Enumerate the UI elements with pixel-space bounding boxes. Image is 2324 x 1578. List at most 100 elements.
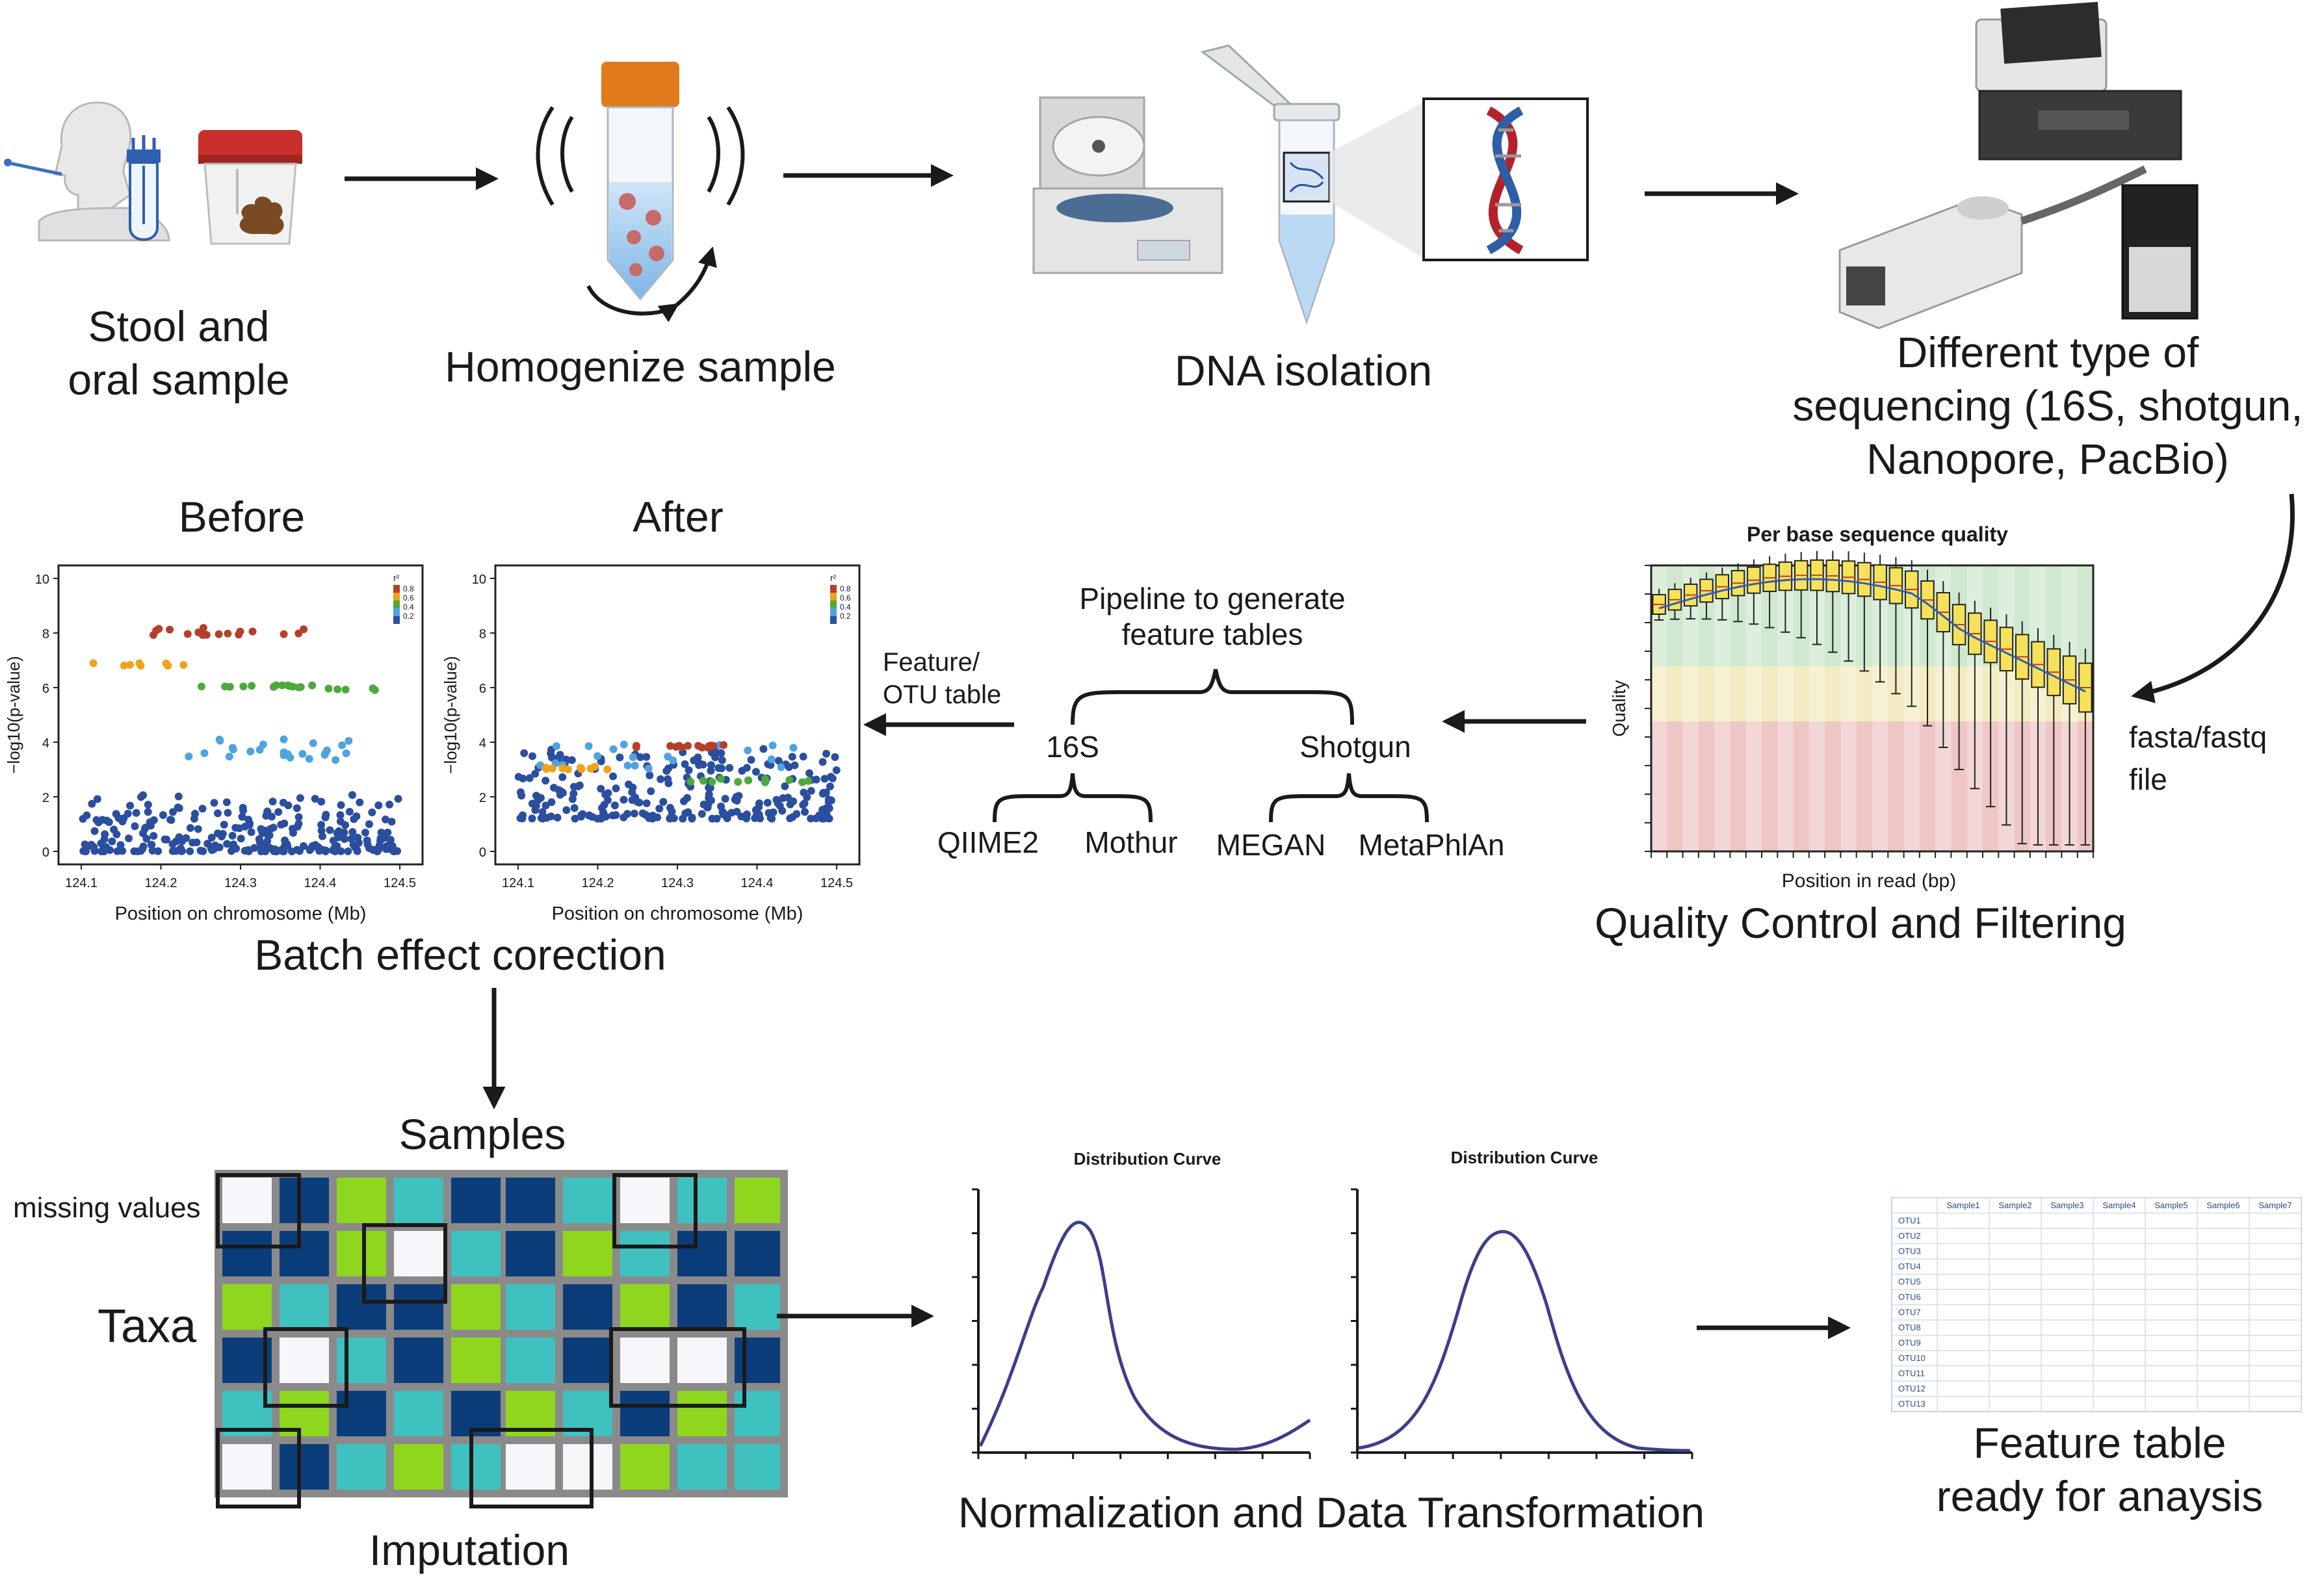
snp-point [255,745,264,754]
manhattan-plot-before: 0 2 4 6 8 10 124.1 124.2 124.3 124.4 124.5 Position… [4,564,424,924]
dna-helix-icon [1422,97,1589,261]
data-cell [735,1391,780,1436]
x-tick-label: 124.5 [384,876,416,890]
x-axis-label: Position on chromosome (Mb) [552,903,803,924]
snp-point [108,837,116,846]
missing-value-cell [620,1338,670,1383]
snp-point [812,775,820,784]
data-cell [735,1338,780,1383]
snp-point [620,795,628,804]
legend-swatch [393,585,400,593]
snp-point [716,775,725,783]
snp-point [556,751,564,759]
snp-point [341,686,350,694]
snp-point [616,753,624,762]
snp-point [798,778,807,786]
snp-point [668,807,676,816]
x-tick-label: 124.2 [144,876,177,890]
y-tick-label: 6 [479,682,486,696]
snp-point [555,786,563,794]
y-tick-label: 6 [42,682,49,696]
snp-point [577,811,586,820]
snp-point [236,627,244,636]
table-column-header: Sample4 [2102,1200,2135,1210]
snp-point [385,800,394,808]
snp-point [382,815,390,823]
snp-point [681,760,689,768]
snp-point [347,834,356,843]
snp-point [348,791,356,799]
legend-swatch [393,616,400,624]
snp-point [531,770,540,778]
snp-point [332,756,340,764]
snp-point [394,795,402,803]
x-tick-label: 124.1 [65,876,98,890]
snp-point [159,811,167,820]
snp-point [168,847,177,855]
snp-point [705,790,713,799]
snp-point [182,834,190,842]
table-row-header: OTU13 [1898,1399,1926,1409]
snp-point [568,795,577,803]
legend-tick: 0.4 [840,602,851,612]
table-row-header: OTU6 [1898,1292,1921,1302]
snp-point [789,744,798,752]
snp-point [258,829,267,837]
snp-point [831,753,839,761]
snp-point [744,746,752,755]
snp-point [168,840,177,848]
snp-point [564,765,572,773]
curve2-title: Distribution Curve [1451,1148,1599,1167]
table-row-header: OTU1 [1898,1216,1921,1226]
missing-value-highlight [362,1223,447,1304]
data-cell [735,1178,780,1223]
snp-point [552,742,560,751]
data-cell [280,1284,329,1330]
skewed-distribution-curve [978,1221,1311,1451]
snp-point [538,808,547,816]
snp-point [225,753,233,761]
table-column-header: Sample1 [1946,1200,1979,1210]
snp-point [137,793,146,801]
pipeline-title-2: feature tables [1122,617,1303,651]
snp-point [149,631,157,640]
snp-point [642,753,651,761]
nanopore-icon [1838,165,2199,330]
snp-point [294,813,303,821]
snp-point [144,801,152,809]
snp-point [707,766,715,775]
y-tick-label: 10 [35,573,49,587]
snp-point [224,629,232,638]
snp-point [662,767,671,775]
qc-quality-chart [1645,550,2095,858]
snp-point [768,742,777,750]
x-tick-label: 124.4 [740,876,773,890]
snp-point [100,835,109,844]
snp-point [345,737,353,745]
feature-table-preview: Sample1 Sample2 Sample3 Sample4 Sample5 Sampl… [1891,1197,2302,1412]
y-axis-label: −log10(p-value) [441,656,460,773]
data-cell [735,1284,780,1330]
snp-point [695,761,703,770]
legend-tick: 0.8 [403,584,414,593]
legend-tick: 0.8 [840,584,851,593]
qc-zone-poor [1651,721,2093,851]
snp-point [575,781,584,790]
data-cell [735,1231,780,1276]
snp-point [296,794,304,802]
snp-point [125,834,133,842]
snp-point [374,801,383,810]
snp-point [150,832,158,840]
snp-point [647,787,655,795]
snp-point [688,814,696,822]
dna-tube-icon [1200,44,1427,325]
snp-point [824,795,833,804]
snp-point [368,808,376,817]
snp-point [222,798,231,807]
stool-step-label-1: Stool and [88,302,270,350]
data-cell [451,1178,501,1223]
legend-tick: 0.6 [403,593,414,602]
snp-point [734,778,742,786]
table-column-header: Sample7 [2258,1200,2291,1210]
snp-point [571,814,579,823]
